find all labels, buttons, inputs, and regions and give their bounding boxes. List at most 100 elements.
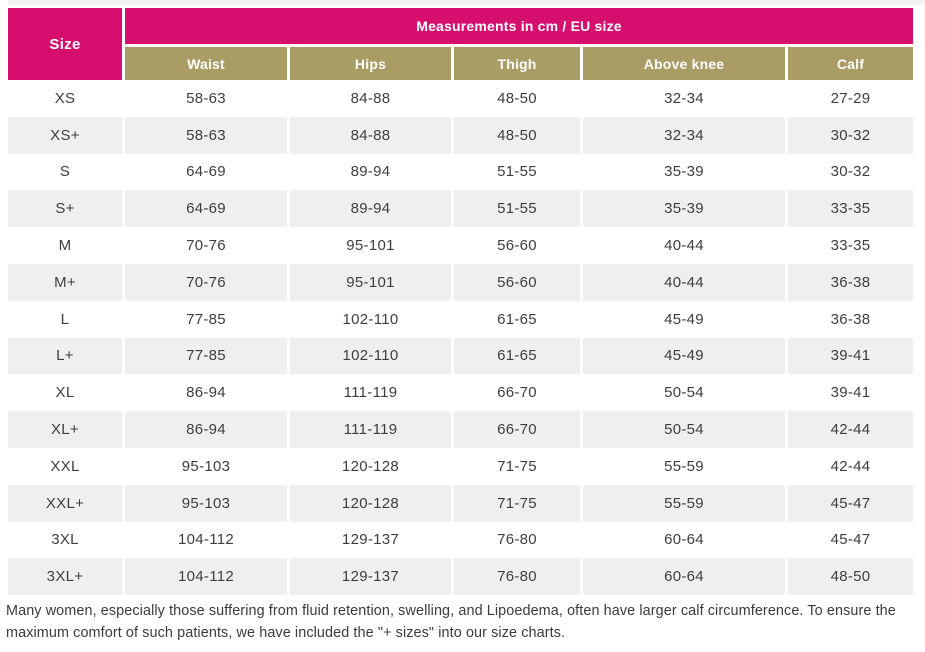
table-row: S+ 64-69 89-94 51-55 35-39 33-35 <box>8 190 913 228</box>
thigh-value: 76-80 <box>454 558 580 596</box>
waist-value: 58-63 <box>125 80 287 117</box>
row-size-label: XS <box>8 80 122 117</box>
table-row: M+ 70-76 95-101 56-60 40-44 36-38 <box>8 263 913 301</box>
footnote-text: Many women, especially those suffering f… <box>6 603 896 641</box>
table-body: XS 58-63 84-88 48-50 32-34 27-29 XS+ 58-… <box>8 80 913 596</box>
thigh-value: 71-75 <box>454 447 580 485</box>
hips-value: 84-88 <box>290 116 451 154</box>
table-row: XS+ 58-63 84-88 48-50 32-34 30-32 <box>8 116 913 154</box>
thigh-value: 48-50 <box>454 80 580 117</box>
hips-value: 84-88 <box>290 80 451 117</box>
calf-value: 42-44 <box>788 447 913 485</box>
row-size-label: S <box>8 153 122 191</box>
above-knee-value: 32-34 <box>583 116 785 154</box>
column-header-waist: Waist <box>125 47 287 80</box>
above-knee-value: 45-49 <box>583 300 785 338</box>
waist-value: 70-76 <box>125 263 287 301</box>
hips-value: 111-119 <box>290 374 451 412</box>
waist-value: 77-85 <box>125 337 287 375</box>
above-knee-value: 40-44 <box>583 227 785 264</box>
hips-value: 102-110 <box>290 337 451 375</box>
row-size-label: M+ <box>8 263 122 301</box>
above-knee-value: 32-34 <box>583 80 785 117</box>
thigh-value: 48-50 <box>454 116 580 154</box>
row-size-label: M <box>8 227 122 264</box>
hips-value: 120-128 <box>290 447 451 485</box>
row-size-label: XXL <box>8 447 122 485</box>
waist-value: 77-85 <box>125 300 287 338</box>
calf-value: 30-32 <box>788 153 913 191</box>
table-row: XXL+ 95-103 120-128 71-75 55-59 45-47 <box>8 484 913 522</box>
hips-value: 89-94 <box>290 190 451 228</box>
thigh-value: 56-60 <box>454 263 580 301</box>
hips-value: 120-128 <box>290 484 451 522</box>
calf-value: 33-35 <box>788 227 913 264</box>
hips-value: 95-101 <box>290 227 451 264</box>
waist-value: 70-76 <box>125 227 287 264</box>
size-column-header: Size <box>8 8 122 80</box>
thigh-value: 51-55 <box>454 153 580 191</box>
table-row: XS 58-63 84-88 48-50 32-34 27-29 <box>8 80 913 117</box>
row-size-label: XL <box>8 374 122 412</box>
column-header-thigh: Thigh <box>454 47 580 80</box>
top-strip <box>8 0 925 5</box>
calf-value: 42-44 <box>788 411 913 448</box>
above-knee-value: 45-49 <box>583 337 785 375</box>
waist-value: 58-63 <box>125 116 287 154</box>
above-knee-value: 40-44 <box>583 263 785 301</box>
row-size-label: 3XL <box>8 521 122 559</box>
row-size-label: S+ <box>8 190 122 228</box>
calf-value: 45-47 <box>788 521 913 559</box>
thigh-value: 61-65 <box>454 300 580 338</box>
table-row: XL 86-94 111-119 66-70 50-54 39-41 <box>8 374 913 412</box>
table-row: 3XL+ 104-112 129-137 76-80 60-64 48-50 <box>8 558 913 596</box>
above-knee-value: 55-59 <box>583 447 785 485</box>
hips-value: 111-119 <box>290 411 451 448</box>
table-row: 3XL 104-112 129-137 76-80 60-64 45-47 <box>8 521 913 559</box>
thigh-value: 51-55 <box>454 190 580 228</box>
above-knee-value: 55-59 <box>583 484 785 522</box>
waist-value: 104-112 <box>125 521 287 559</box>
thigh-value: 61-65 <box>454 337 580 375</box>
thigh-value: 76-80 <box>454 521 580 559</box>
above-knee-value: 60-64 <box>583 558 785 596</box>
waist-value: 86-94 <box>125 374 287 412</box>
thigh-value: 56-60 <box>454 227 580 264</box>
column-header-calf: Calf <box>788 47 913 80</box>
calf-value: 36-38 <box>788 300 913 338</box>
waist-value: 104-112 <box>125 558 287 596</box>
hips-value: 129-137 <box>290 521 451 559</box>
calf-value: 45-47 <box>788 484 913 522</box>
hips-value: 95-101 <box>290 263 451 301</box>
row-size-label: XL+ <box>8 411 122 448</box>
table-header: Size Measurements in cm / EU size Waist … <box>8 8 913 80</box>
calf-value: 39-41 <box>788 374 913 412</box>
above-knee-value: 35-39 <box>583 153 785 191</box>
waist-value: 64-69 <box>125 190 287 228</box>
waist-value: 95-103 <box>125 484 287 522</box>
row-size-label: XXL+ <box>8 484 122 522</box>
above-knee-value: 50-54 <box>583 374 785 412</box>
calf-value: 33-35 <box>788 190 913 228</box>
row-size-label: XS+ <box>8 116 122 154</box>
waist-value: 86-94 <box>125 411 287 448</box>
calf-value: 39-41 <box>788 337 913 375</box>
hips-value: 89-94 <box>290 153 451 191</box>
table-row: L 77-85 102-110 61-65 45-49 36-38 <box>8 300 913 338</box>
calf-value: 30-32 <box>788 116 913 154</box>
table-row: M 70-76 95-101 56-60 40-44 33-35 <box>8 227 913 264</box>
table-row: S 64-69 89-94 51-55 35-39 30-32 <box>8 153 913 191</box>
row-size-label: L <box>8 300 122 338</box>
thigh-value: 66-70 <box>454 411 580 448</box>
measurements-group-header: Measurements in cm / EU size <box>125 8 913 44</box>
waist-value: 64-69 <box>125 153 287 191</box>
column-header-above-knee: Above knee <box>583 47 785 80</box>
thigh-value: 71-75 <box>454 484 580 522</box>
calf-value: 27-29 <box>788 80 913 117</box>
thigh-value: 66-70 <box>454 374 580 412</box>
calf-value: 48-50 <box>788 558 913 596</box>
waist-value: 95-103 <box>125 447 287 485</box>
row-size-label: L+ <box>8 337 122 375</box>
above-knee-value: 60-64 <box>583 521 785 559</box>
